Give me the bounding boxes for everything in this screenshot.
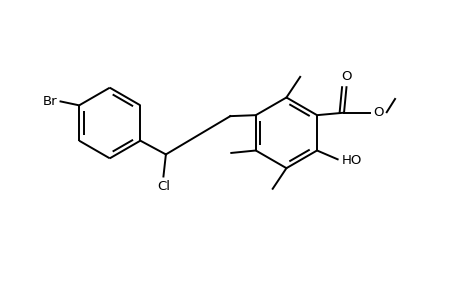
Text: Br: Br bbox=[42, 95, 57, 108]
Text: Cl: Cl bbox=[157, 180, 169, 193]
Text: O: O bbox=[372, 106, 383, 119]
Text: O: O bbox=[341, 70, 351, 83]
Text: HO: HO bbox=[341, 154, 362, 167]
